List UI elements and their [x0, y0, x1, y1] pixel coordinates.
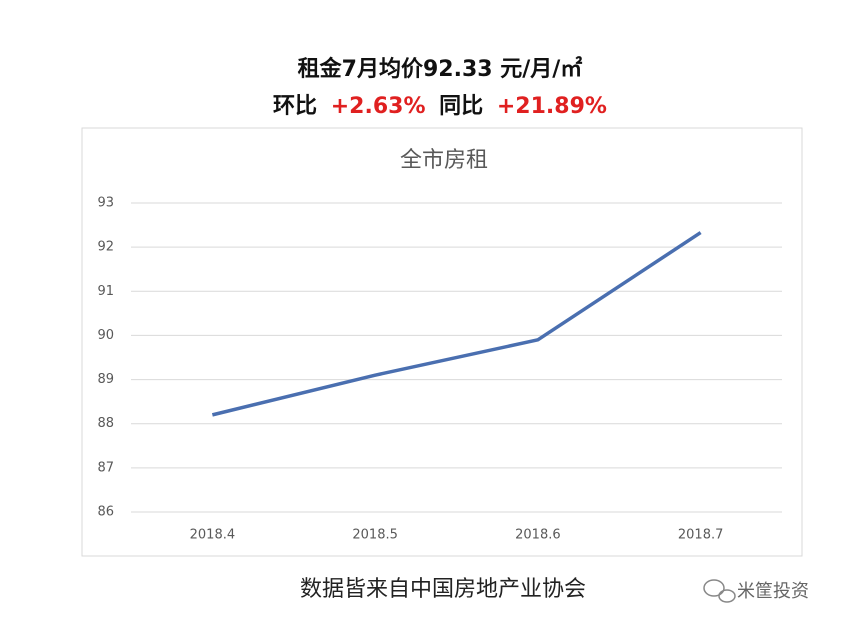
y-tick-label: 92 [97, 240, 114, 255]
chart-title: 全市房租 [400, 148, 488, 173]
header-title: 租金7月均价92.33 元/月/㎡ [298, 56, 583, 82]
chart-frame [81, 127, 803, 557]
y-tick-label: 87 [97, 460, 114, 475]
x-tick-label: 2018.7 [678, 528, 724, 543]
yoy-value: +21.89% [497, 94, 607, 119]
watermark: 米筐投资 [737, 581, 809, 602]
header-change: 环比 +2.63% 同比 +21.89% [273, 94, 607, 119]
line-series [211, 231, 702, 417]
x-tick-label: 2018.5 [352, 528, 398, 543]
source-note: 数据皆来自中国房地产业协会 [300, 577, 586, 602]
y-tick-label: 93 [97, 196, 114, 211]
watermark-icon [703, 579, 736, 603]
x-tick-label: 2018.6 [515, 528, 561, 543]
yoy-label: 同比 [439, 94, 483, 119]
y-tick-label: 88 [97, 416, 114, 431]
y-tick-label: 91 [97, 284, 114, 299]
mom-label: 环比 [273, 94, 317, 119]
mom-value: +2.63% [331, 94, 426, 119]
y-tick-label: 89 [97, 372, 114, 387]
x-tick-label: 2018.4 [190, 528, 236, 543]
y-tick-label: 86 [97, 505, 114, 520]
y-tick-label: 90 [97, 328, 114, 343]
